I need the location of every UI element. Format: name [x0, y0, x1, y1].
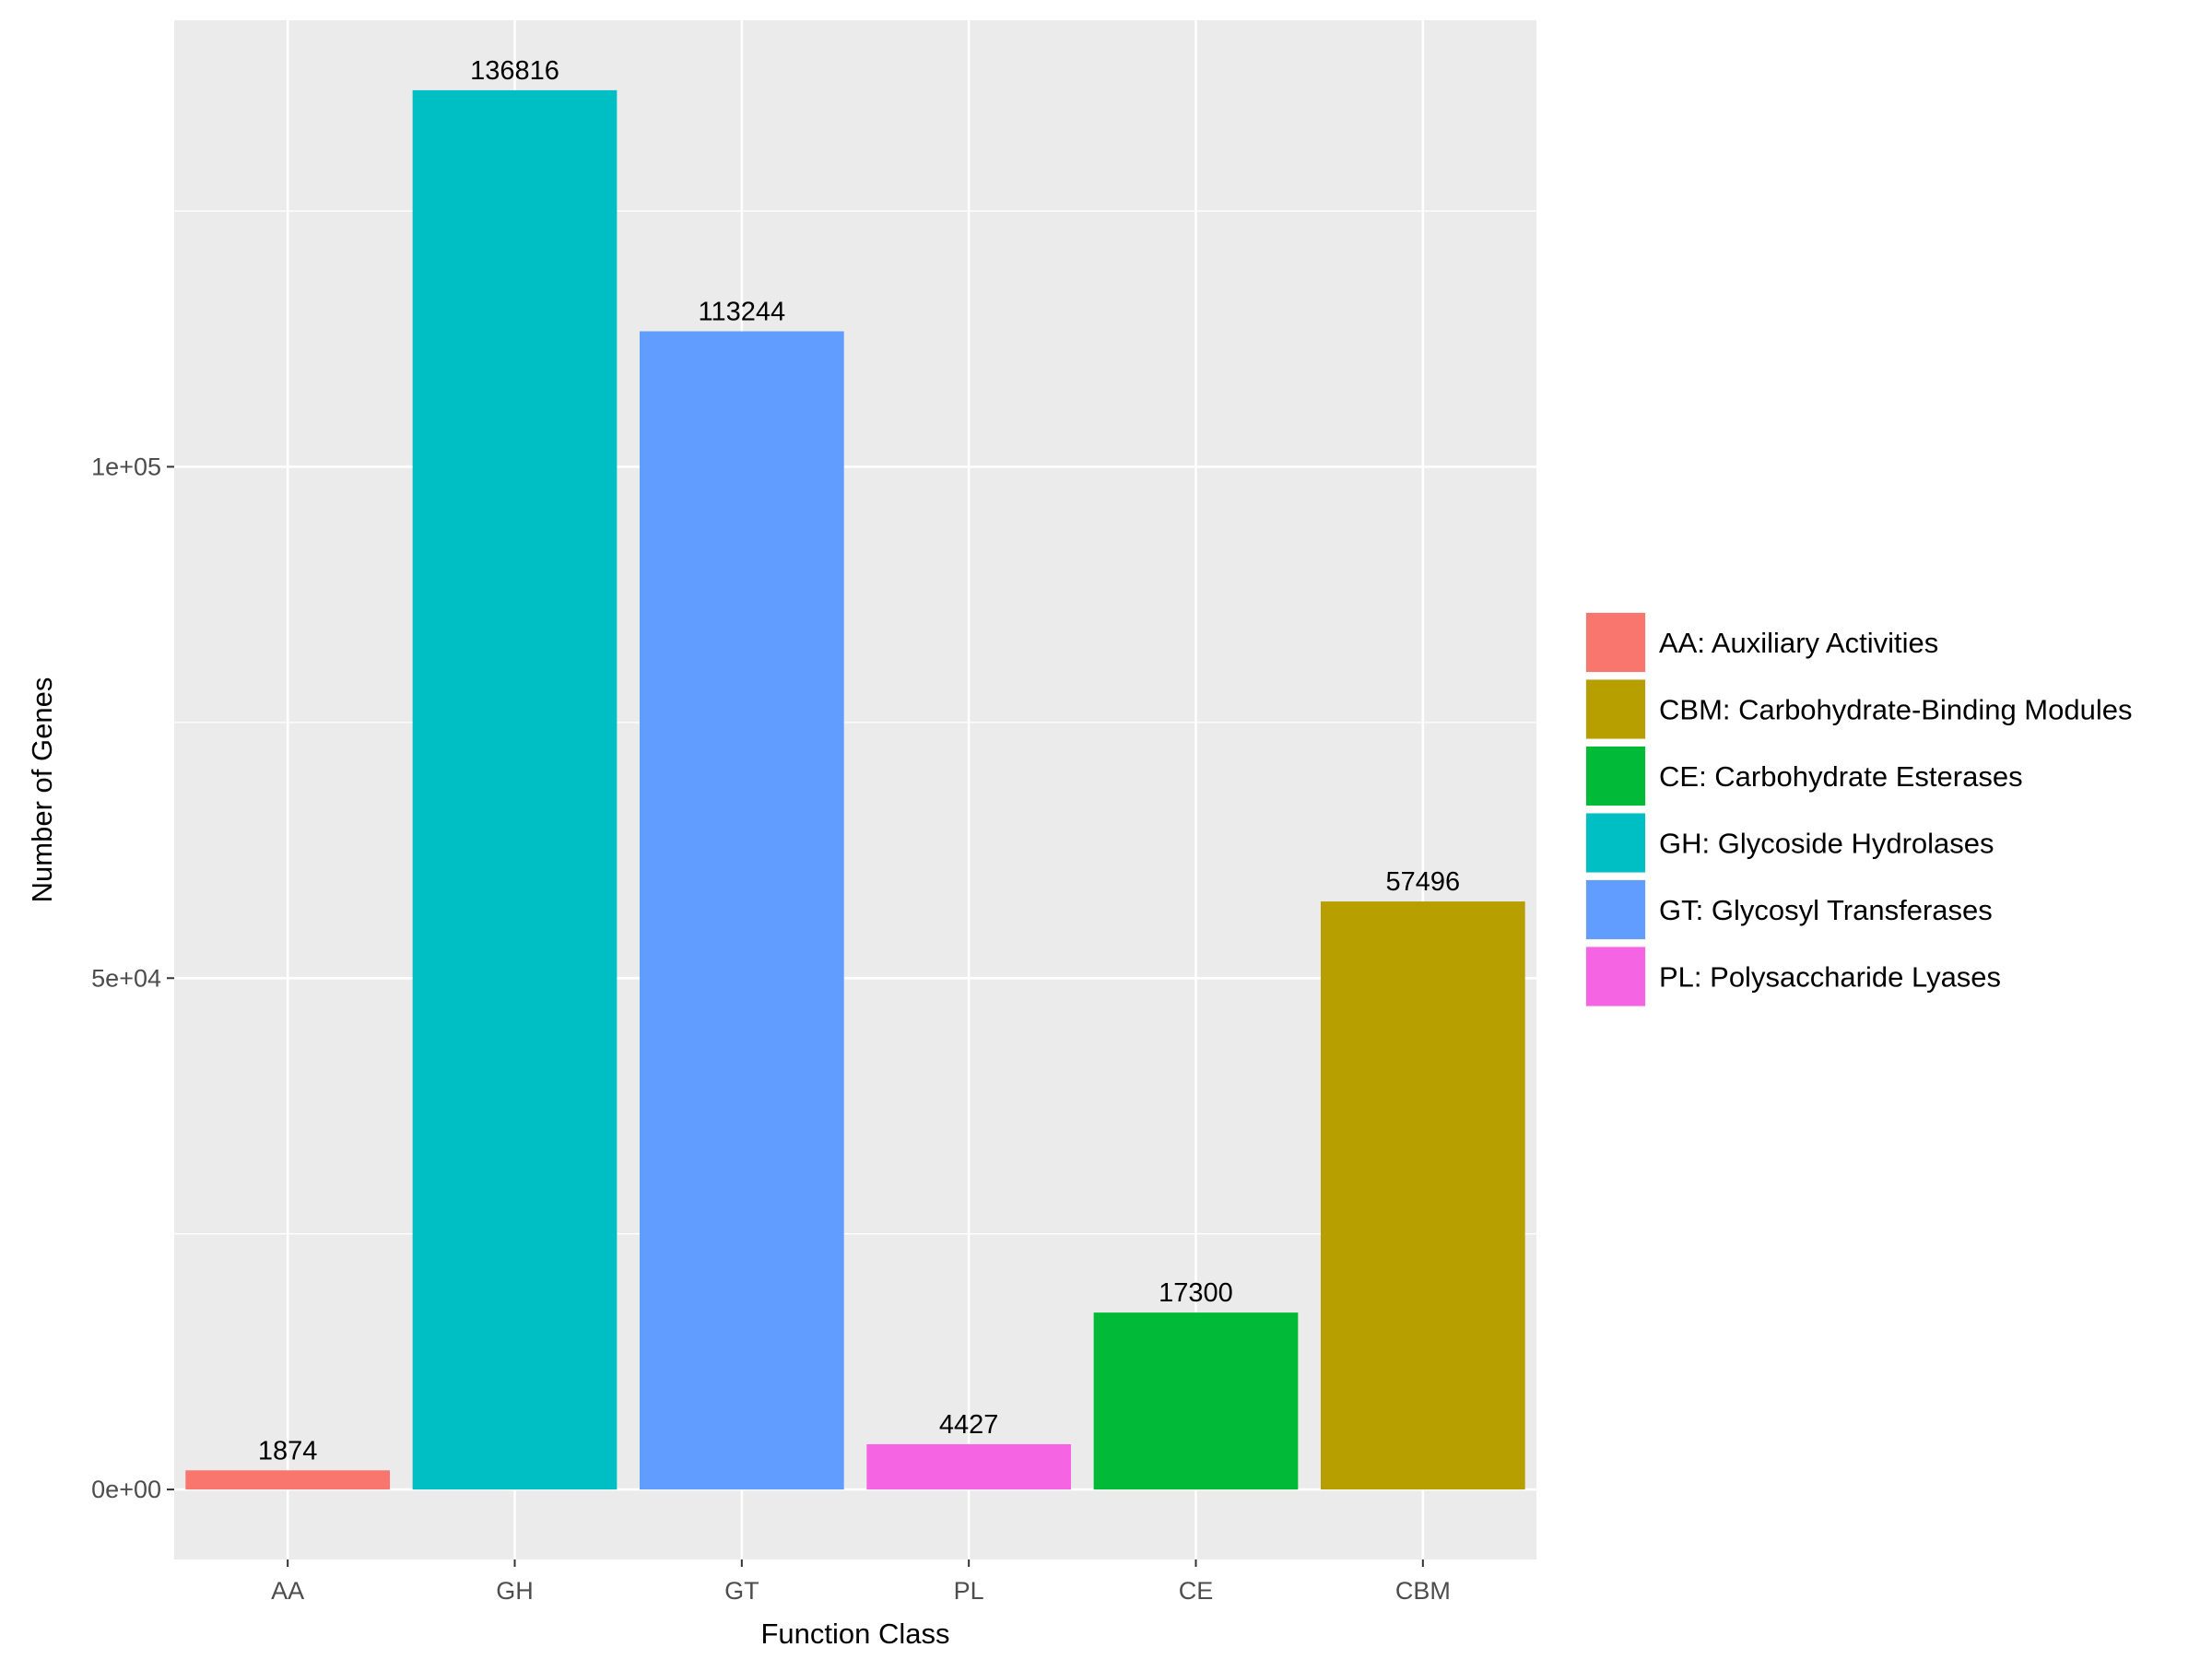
x-axis: AA GH GT PL CE CBM	[271, 1559, 1451, 1605]
bar-gt	[639, 331, 844, 1490]
x-tick-label-gh: GH	[496, 1577, 534, 1605]
plot-panel	[174, 20, 1536, 1559]
legend-swatch-gh	[1586, 813, 1645, 873]
legend-swatch-pl	[1586, 947, 1645, 1006]
data-labels: 1874 136816 113244 4427 17300 57496	[258, 56, 1460, 1465]
data-label-gt: 113244	[699, 297, 786, 326]
legend-label-ce: CE: Carbohydrate Esterases	[1659, 760, 2023, 793]
legend-swatch-cbm	[1586, 679, 1645, 739]
x-tick-label-cbm: CBM	[1395, 1577, 1451, 1605]
bar-ce	[1093, 1312, 1299, 1490]
data-label-pl: 4427	[939, 1410, 999, 1440]
legend-swatch-aa	[1586, 613, 1645, 672]
legend-label-gt: GT: Glycosyl Transferases	[1659, 894, 1993, 926]
legend-swatch-ce	[1586, 747, 1645, 806]
data-label-gh: 136816	[470, 56, 559, 86]
y-axis-title: Number of Genes	[26, 677, 58, 903]
y-tick-label: 1e+05	[91, 453, 161, 480]
data-label-aa: 1874	[258, 1436, 318, 1465]
x-tick-label-ce: CE	[1179, 1577, 1214, 1605]
data-label-cbm: 57496	[1386, 867, 1461, 897]
bar-gh	[412, 89, 618, 1490]
x-tick-label-aa: AA	[271, 1577, 304, 1605]
legend: AA: Auxiliary Activities CBM: Carbohydrat…	[1585, 612, 2132, 1007]
bar-cbm	[1320, 901, 1525, 1490]
y-tick-label: 5e+04	[91, 964, 161, 992]
bar-pl	[866, 1443, 1072, 1490]
x-tick-label-pl: PL	[954, 1577, 984, 1605]
data-label-ce: 17300	[1159, 1278, 1233, 1308]
legend-label-gh: GH: Glycoside Hydrolases	[1659, 828, 1994, 860]
y-tick-label: 0e+00	[91, 1476, 161, 1503]
bars	[185, 89, 1525, 1490]
legend-label-aa: AA: Auxiliary Activities	[1659, 627, 1938, 659]
legend-label-cbm: CBM: Carbohydrate-Binding Modules	[1659, 694, 2132, 726]
legend-label-pl: PL: Polysaccharide Lyases	[1659, 961, 2001, 994]
x-axis-title: Function Class	[760, 1618, 949, 1650]
bar-aa	[185, 1470, 391, 1490]
x-tick-label-gt: GT	[724, 1577, 759, 1605]
y-axis: 0e+00 5e+04 1e+05	[91, 453, 174, 1503]
legend-swatch-gt	[1586, 880, 1645, 939]
